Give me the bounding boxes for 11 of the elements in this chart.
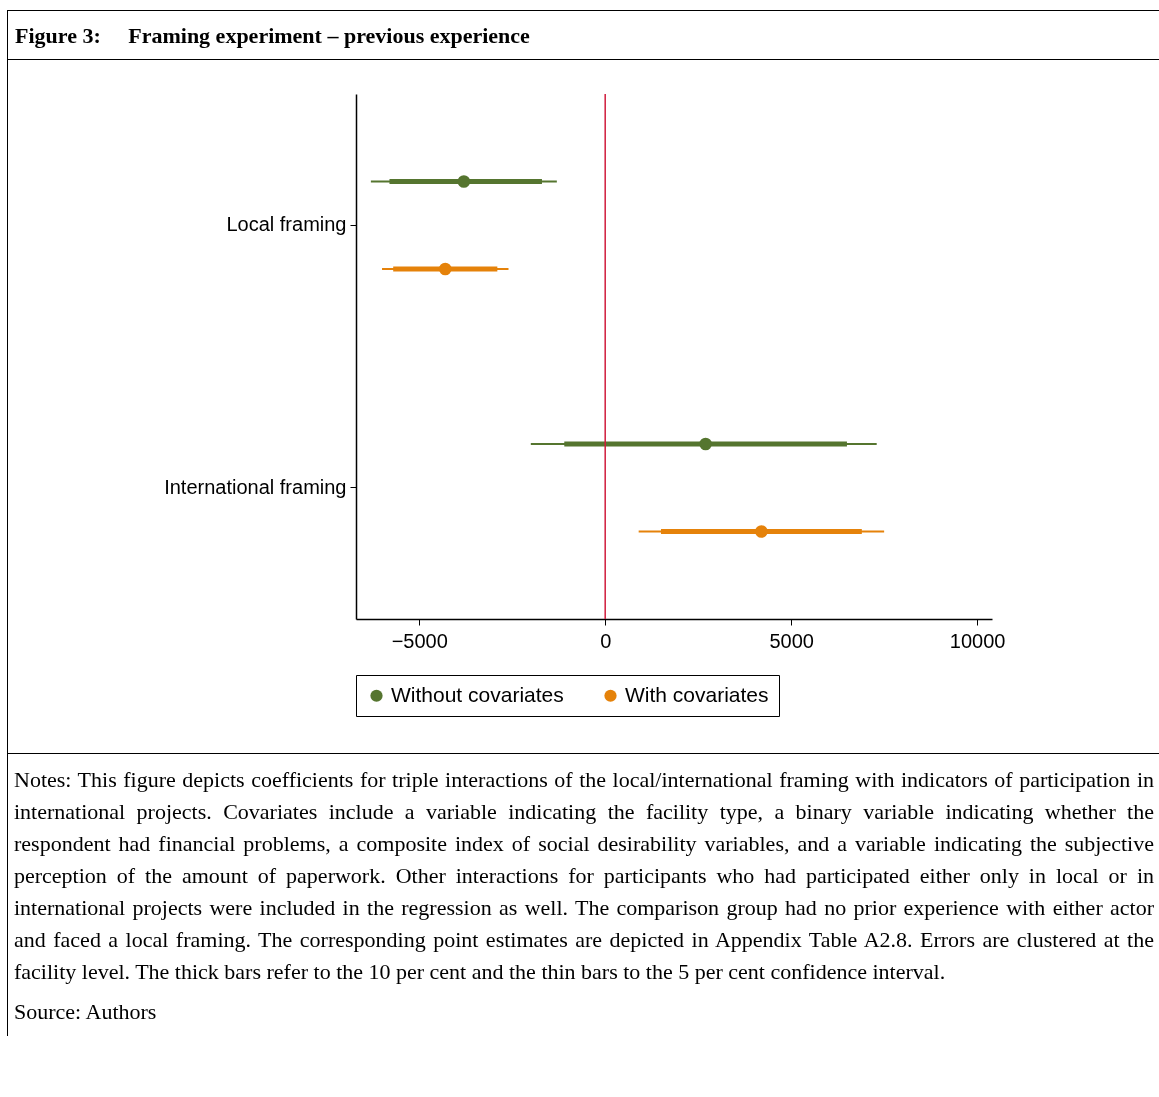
- x-tick-label: 10000: [949, 629, 1006, 652]
- x-tick-label: 0: [600, 629, 612, 652]
- source-note: Source: Authors: [14, 998, 158, 1026]
- chart-title: Figure 3: Framing experiment – previous experience: [8, 11, 1159, 60]
- legend-label: With covariates: [625, 682, 769, 706]
- legend-label: Without covariates: [391, 682, 564, 706]
- x-tick-label: 5000: [769, 629, 814, 652]
- y-tick-label: Local framing: [226, 213, 347, 236]
- text: Notes: This figure depicts coefficients for triple interactions of the local/international framing with indicators of participation in international projects. Covariates include a variable indicating the facility type, a binary variable indicating whether the respondent had financial problems, a composite index of social desirability variables, and a variable indicating the subjective perception of the amount of paperwork. Other interactions for participants who had participated either only in local or in international projects were included in the regression as well. The comparison group had no prior experience with either actor and faced a local framing. The corresponding point estimates are depicted in Appendix Table A2.8. Errors are clustered at the facility level. The thick bars refer to the 10 per cent and the thin bars to the 5 per cent confidence interval.: [14, 766, 1154, 986]
- x-tick-label: −5000: [391, 629, 448, 652]
- y-tick-label: International framing: [164, 475, 347, 498]
